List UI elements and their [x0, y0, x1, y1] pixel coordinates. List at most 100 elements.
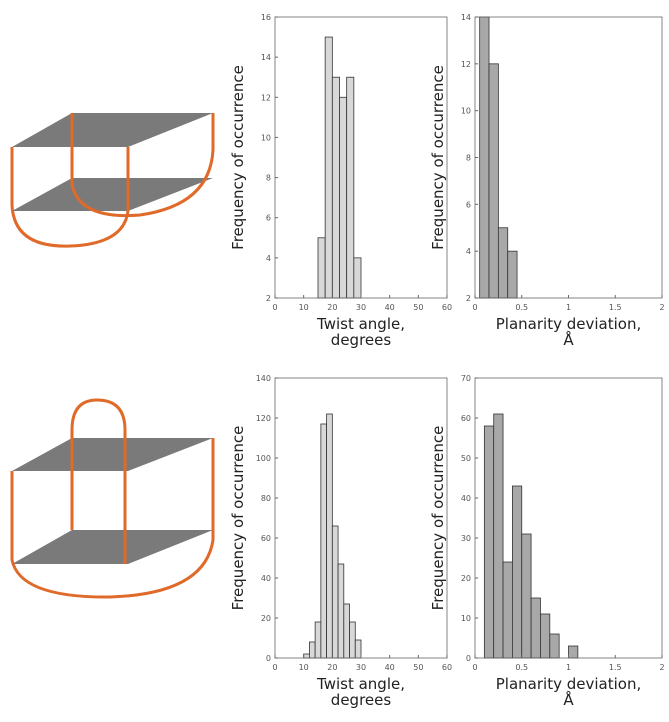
strand	[10, 147, 130, 248]
x-tick-label: 30	[356, 303, 366, 312]
y-tick-label: 0	[466, 654, 471, 663]
x-axis-label: Twist angle,	[316, 675, 405, 693]
bar	[512, 485, 523, 659]
strand	[70, 398, 127, 564]
x-tick-label: 60	[442, 303, 452, 312]
bar	[324, 36, 333, 299]
y-tick-label: 40	[461, 494, 471, 503]
y-tick-label: 16	[261, 13, 271, 22]
bar	[331, 525, 339, 659]
strand	[70, 113, 215, 218]
y-tick-label: 8	[266, 174, 271, 183]
x-tick-label: 10	[299, 303, 309, 312]
bar	[493, 413, 504, 659]
y-tick-label: 140	[256, 374, 271, 383]
bar	[314, 621, 322, 659]
x-tick-label: 60	[442, 663, 452, 672]
x-tick-label: 0	[272, 663, 277, 672]
plot-frame	[274, 16, 448, 299]
x-tick-label: 0.5	[515, 303, 528, 312]
y-tick-label: 12	[261, 93, 271, 102]
bar	[303, 653, 310, 659]
y-tick-label: 10	[261, 133, 271, 142]
bar	[326, 413, 333, 659]
y-tick-label: 2	[466, 294, 471, 303]
bar	[317, 237, 326, 299]
x-tick-label: 40	[385, 303, 395, 312]
x-tick-label: 10	[299, 663, 309, 672]
bar	[337, 563, 345, 659]
bar	[320, 423, 328, 659]
bar	[331, 76, 340, 299]
y-tick-label: 70	[461, 374, 471, 383]
x-tick-label: 2	[659, 303, 664, 312]
x-tick-label: 40	[385, 663, 395, 672]
x-axis-label: Planarity deviation,	[496, 675, 641, 693]
y-tick-label: 20	[261, 614, 271, 623]
y-tick-label: 20	[461, 574, 471, 583]
diagram-bottom	[10, 398, 215, 599]
y-tick-label: 0	[266, 654, 271, 663]
y-tick-label: 30	[461, 534, 471, 543]
y-tick-label: 14	[461, 13, 471, 22]
x-tick-label: 1	[566, 303, 571, 312]
plane	[12, 178, 213, 211]
bar	[339, 96, 348, 299]
bar	[354, 639, 362, 659]
y-tick-label: 40	[261, 574, 271, 583]
x-tick-label: 0.5	[515, 663, 528, 672]
y-tick-label: 80	[261, 494, 271, 503]
bar	[521, 533, 532, 659]
bar	[479, 16, 490, 299]
plane	[12, 530, 213, 564]
bar	[483, 425, 495, 659]
bar	[349, 621, 356, 659]
bar	[353, 257, 362, 299]
x-axis-label: Å	[563, 330, 574, 349]
y-axis-label: Frequency of occurrence	[429, 65, 447, 250]
y-tick-label: 100	[256, 454, 271, 463]
x-tick-label: 1.5	[609, 663, 622, 672]
y-tick-label: 4	[266, 254, 271, 263]
x-axis-label: degrees	[331, 691, 392, 709]
x-tick-label: 0	[472, 663, 477, 672]
bar	[507, 250, 518, 299]
x-tick-label: 50	[413, 303, 423, 312]
y-axis-label: Frequency of occurrence	[229, 426, 247, 611]
bar	[568, 645, 579, 659]
bar	[308, 641, 316, 659]
y-tick-label: 6	[266, 214, 271, 223]
plane	[12, 438, 213, 471]
x-axis-label: Planarity deviation,	[496, 315, 641, 333]
diagram-top	[10, 113, 215, 248]
y-tick-label: 60	[261, 534, 271, 543]
x-tick-label: 1	[566, 663, 571, 672]
bar	[346, 76, 355, 299]
x-tick-label: 20	[327, 663, 337, 672]
y-tick-label: 50	[461, 454, 471, 463]
bar	[549, 633, 560, 659]
y-axis-label: Frequency of occurrence	[229, 65, 247, 250]
y-axis-label: Frequency of occurrence	[429, 426, 447, 611]
y-tick-label: 10	[461, 614, 471, 623]
x-tick-label: 0	[272, 303, 277, 312]
x-tick-label: 20	[327, 303, 337, 312]
bar	[502, 561, 513, 659]
bar	[488, 63, 499, 299]
x-axis-label: Twist angle,	[316, 315, 405, 333]
strand	[10, 438, 215, 599]
y-tick-label: 2	[266, 294, 271, 303]
y-tick-label: 10	[461, 107, 471, 116]
y-tick-label: 12	[461, 60, 471, 69]
x-tick-label: 30	[356, 663, 366, 672]
x-axis-label: Å	[563, 690, 574, 709]
bar	[497, 227, 509, 299]
x-tick-label: 0	[472, 303, 477, 312]
y-tick-label: 8	[466, 154, 471, 163]
y-tick-label: 6	[466, 200, 471, 209]
x-tick-label: 50	[413, 663, 423, 672]
y-tick-label: 120	[256, 414, 271, 423]
x-axis-label: degrees	[331, 331, 392, 349]
x-tick-label: 1.5	[609, 303, 622, 312]
